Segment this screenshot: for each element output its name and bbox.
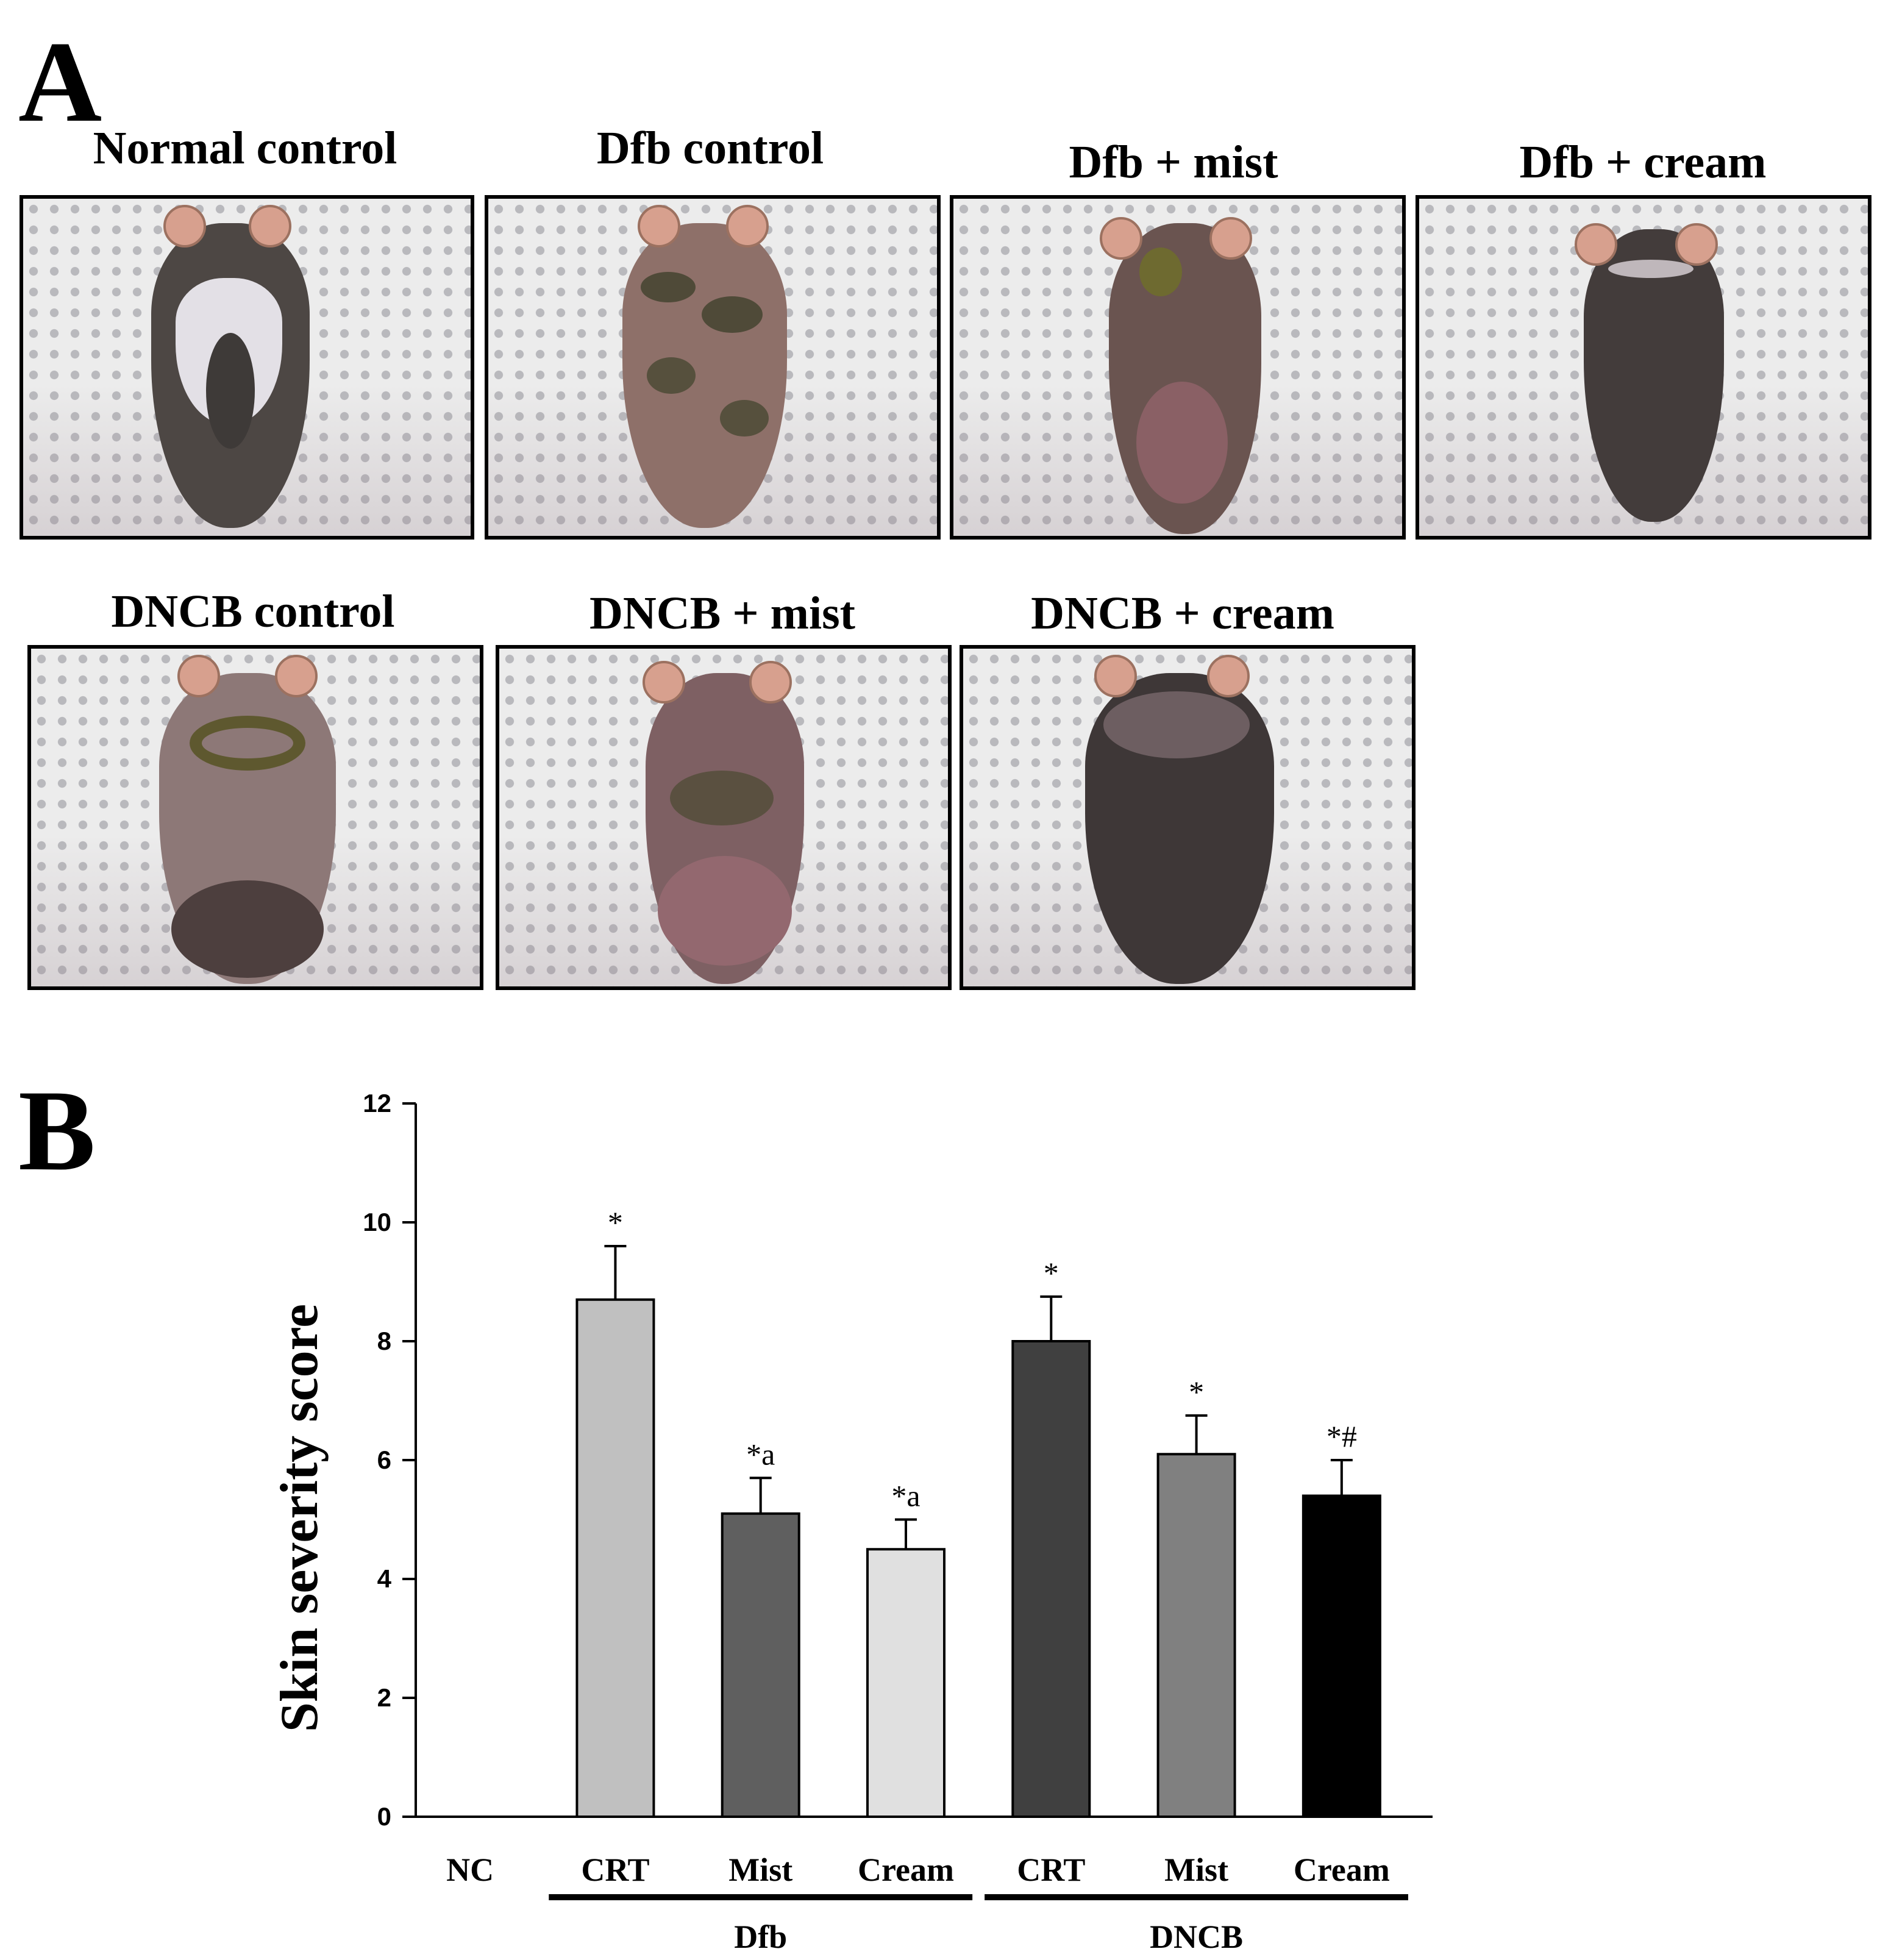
y-tick-label-6: 12 <box>363 1089 391 1117</box>
y-tick-label-0: 0 <box>377 1802 391 1831</box>
significance-label-5: * <box>1189 1375 1204 1409</box>
y-tick-label-2: 4 <box>377 1564 392 1593</box>
x-tick-label-5: Mist <box>1164 1851 1228 1888</box>
y-axis-label: Skin severity score <box>270 1304 329 1732</box>
photo-title-dfb-control: Dfb control <box>596 123 824 174</box>
mouse-photo-normal-control <box>20 195 474 540</box>
significance-label-1: * <box>608 1205 623 1239</box>
bar-2 <box>721 1512 800 1818</box>
bar-1 <box>575 1298 655 1818</box>
photo-title-dncb-control: DNCB control <box>111 586 395 637</box>
mouse-photo-dfb-cream <box>1416 195 1871 540</box>
bar-4 <box>1011 1340 1091 1818</box>
y-tick-label-3: 6 <box>377 1445 391 1474</box>
photo-title-dncb-mist: DNCB + mist <box>589 588 855 639</box>
bar-6 <box>1302 1494 1381 1818</box>
mouse-photo-dncb-control <box>27 645 483 990</box>
mouse-photo-dncb-mist <box>496 645 952 990</box>
group-label-1: DNCB <box>1150 1919 1243 1955</box>
y-tick-label-1: 2 <box>377 1683 391 1712</box>
significance-label-2: *a <box>746 1437 775 1471</box>
bar-5 <box>1156 1453 1236 1818</box>
mouse-photo-dncb-cream <box>960 645 1416 990</box>
photo-title-dfb-mist: Dfb + mist <box>1069 137 1278 188</box>
x-tick-label-4: CRT <box>1017 1851 1085 1888</box>
x-tick-label-2: Mist <box>728 1851 792 1888</box>
mouse-photo-dfb-mist <box>950 195 1406 540</box>
x-tick-label-6: Cream <box>1294 1851 1390 1888</box>
x-tick-label-1: CRT <box>581 1851 649 1888</box>
panel-a-letter: A <box>18 18 102 146</box>
group-label-0: Dfb <box>734 1919 787 1955</box>
mouse-photo-dfb-control <box>485 195 941 540</box>
panel-b-letter: B <box>18 1067 96 1195</box>
photo-title-dncb-cream: DNCB + cream <box>1031 588 1334 639</box>
significance-label-3: *a <box>891 1479 920 1513</box>
x-tick-label-3: Cream <box>858 1851 954 1888</box>
significance-label-6: *# <box>1327 1419 1357 1453</box>
significance-label-4: * <box>1044 1256 1059 1290</box>
y-tick-label-5: 10 <box>363 1208 391 1236</box>
photo-title-normal-control: Normal control <box>93 123 397 174</box>
x-tick-label-0: NC <box>446 1851 494 1888</box>
y-tick-label-4: 8 <box>377 1327 391 1355</box>
photo-title-dfb-cream: Dfb + cream <box>1519 137 1767 188</box>
bar-3 <box>866 1548 946 1818</box>
